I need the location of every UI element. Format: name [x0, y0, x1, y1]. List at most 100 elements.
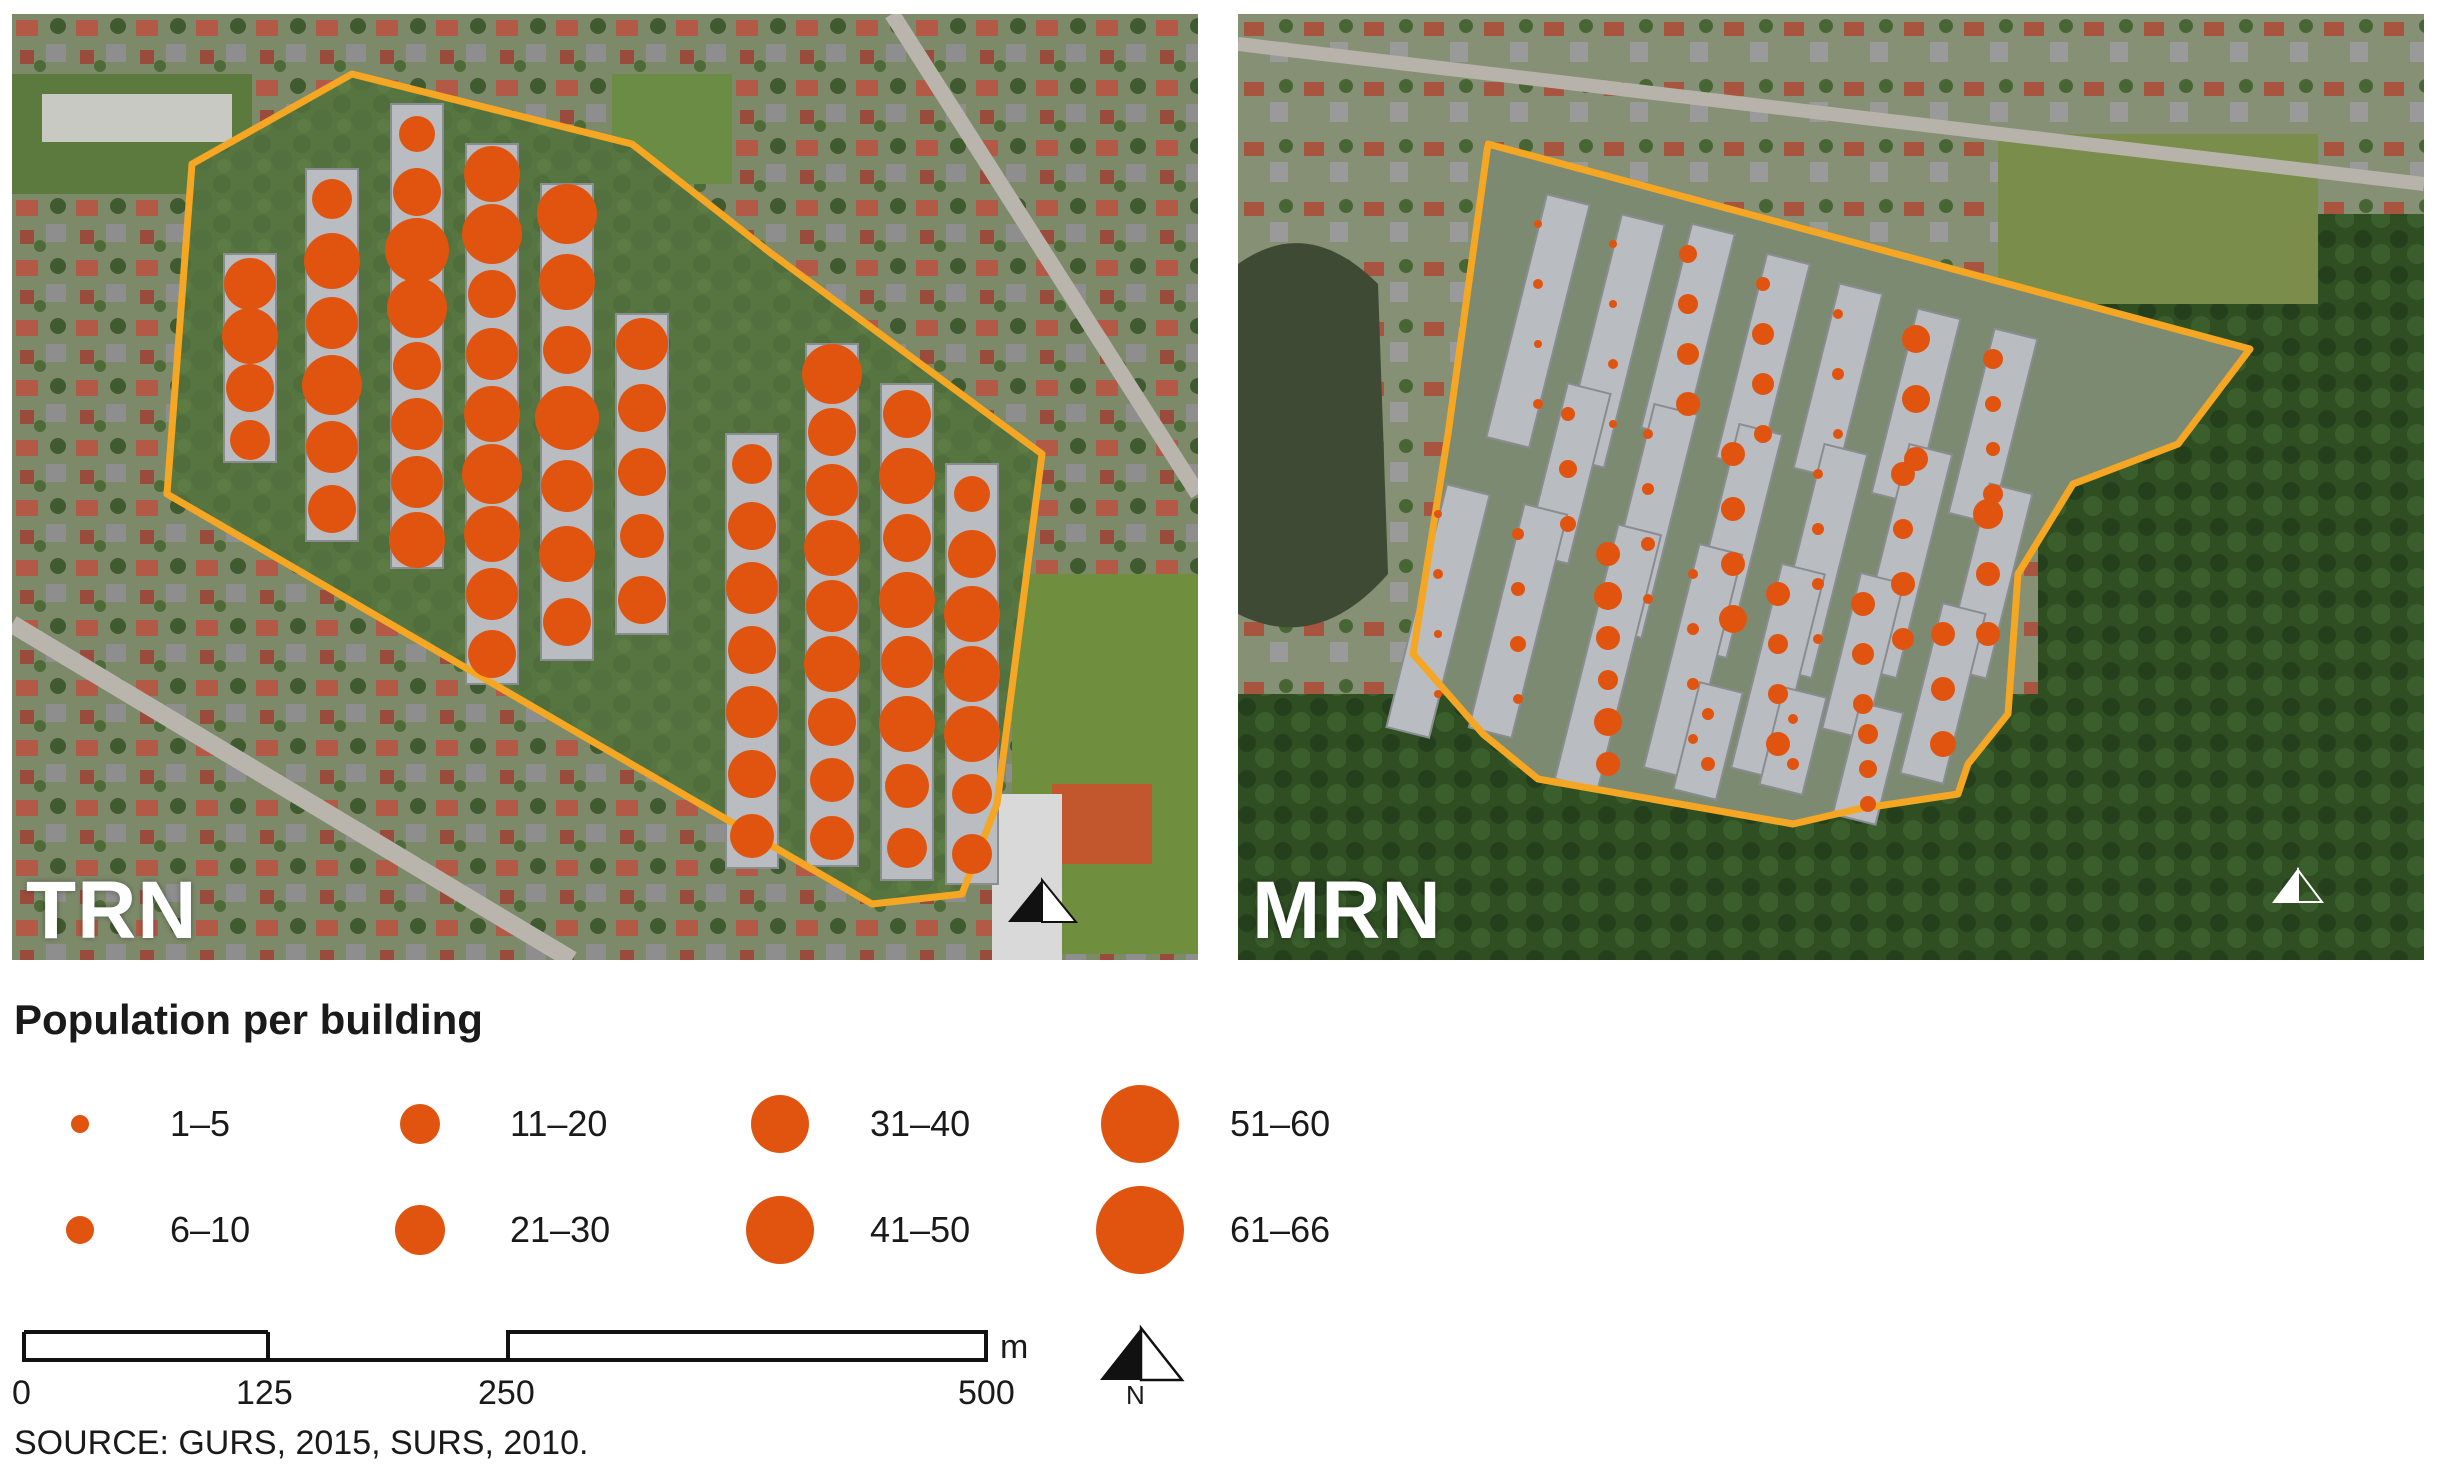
- population-symbol: [1851, 592, 1875, 616]
- population-symbol: [464, 506, 520, 562]
- population-symbol: [1513, 694, 1523, 704]
- population-symbol: [304, 233, 360, 289]
- legend-symbol-circle: [66, 1216, 94, 1244]
- population-symbol: [1533, 399, 1543, 409]
- legend-label: 11–20: [510, 1103, 608, 1144]
- population-symbol: [387, 278, 447, 338]
- population-symbol: [887, 828, 927, 868]
- population-symbol: [1891, 462, 1915, 486]
- population-symbol: [944, 646, 1000, 702]
- building: [1672, 681, 1744, 801]
- population-symbol: [726, 686, 778, 738]
- legend-label: 1–5: [170, 1103, 231, 1144]
- population-symbol: [1766, 732, 1790, 756]
- scale-tick-0: 0: [12, 1374, 31, 1412]
- population-symbol: [1596, 626, 1620, 650]
- population-symbol: [1596, 752, 1620, 776]
- population-symbol: [1609, 240, 1617, 248]
- north-arrow-icon: [1100, 1324, 1185, 1382]
- population-symbol: [954, 476, 990, 512]
- population-symbol: [539, 254, 595, 310]
- population-symbol: [1860, 796, 1876, 812]
- population-symbol: [224, 258, 276, 310]
- building: [1385, 483, 1491, 739]
- population-symbol: [226, 364, 274, 412]
- population-symbol: [222, 308, 278, 364]
- population-symbol: [1768, 634, 1788, 654]
- population-symbol: [885, 764, 929, 808]
- population-symbol: [1788, 714, 1798, 724]
- population-symbol: [806, 580, 858, 632]
- population-symbol: [462, 444, 522, 504]
- population-symbol: [618, 448, 666, 496]
- population-symbol: [539, 526, 595, 582]
- population-symbol: [1931, 677, 1955, 701]
- population-symbol: [1534, 220, 1542, 228]
- population-symbol: [543, 326, 591, 374]
- population-symbol: [1511, 582, 1525, 596]
- population-symbol: [881, 636, 933, 688]
- population-symbol: [1688, 734, 1698, 744]
- legend-item: 21–30: [0, 1195, 2438, 1265]
- scale-bar: [22, 1330, 988, 1362]
- legend-label: 61–66: [1230, 1209, 1331, 1250]
- population-symbol: [883, 514, 931, 562]
- population-symbol: [468, 630, 516, 678]
- population-symbol: [1902, 325, 1930, 353]
- aerial-image-mrn: [1238, 14, 2424, 960]
- population-symbol: [618, 384, 666, 432]
- legend-item: 41–50: [0, 1195, 2438, 1265]
- population-symbol: [728, 750, 776, 798]
- population-symbol: [732, 444, 772, 484]
- population-symbol: [1983, 349, 2003, 369]
- building: [1467, 502, 1569, 740]
- population-symbol: [1434, 690, 1442, 698]
- population-symbol: [1434, 630, 1442, 638]
- population-symbol: [462, 204, 522, 264]
- population-symbol: [1812, 578, 1824, 590]
- legend-symbol-circle: [1096, 1186, 1184, 1274]
- legend-item: 31–40: [0, 1089, 2438, 1159]
- population-symbol: [879, 696, 935, 752]
- scale-unit: m: [1000, 1328, 1029, 1366]
- population-symbol: [948, 530, 996, 578]
- population-symbol: [810, 758, 854, 802]
- population-symbol: [1813, 469, 1823, 479]
- map-panel-trn: TRN: [12, 14, 1198, 960]
- legend-label: 41–50: [870, 1209, 971, 1250]
- legend-symbol-circle: [71, 1115, 89, 1133]
- legend-item: 11–20: [0, 1089, 2438, 1159]
- map-label-mrn: MRN: [1252, 865, 1442, 956]
- population-symbol: [306, 297, 358, 349]
- population-symbol: [1510, 636, 1526, 652]
- legend-label: 6–10: [170, 1209, 251, 1250]
- population-symbol: [543, 598, 591, 646]
- population-symbol: [879, 572, 935, 628]
- population-symbol: [1766, 582, 1790, 606]
- population-symbol: [726, 562, 778, 614]
- population-symbol: [1702, 708, 1714, 720]
- population-symbol: [1608, 359, 1618, 369]
- population-symbol: [1859, 760, 1877, 778]
- population-symbol: [1833, 309, 1843, 319]
- population-symbol: [810, 816, 854, 860]
- population-symbol: [1832, 368, 1844, 380]
- legend-symbol-circle: [400, 1104, 440, 1144]
- population-symbol: [1892, 628, 1914, 650]
- population-symbol: [1833, 429, 1843, 439]
- population-symbol: [1787, 758, 1799, 770]
- population-symbol: [808, 698, 856, 746]
- population-symbol: [1512, 528, 1524, 540]
- building: [1485, 193, 1591, 449]
- population-symbol: [1756, 277, 1770, 291]
- population-symbol: [399, 116, 435, 152]
- legend-label: 31–40: [870, 1103, 971, 1144]
- population-symbol: [1931, 622, 1955, 646]
- population-symbol: [385, 218, 449, 282]
- north-arrow-icon: [1008, 877, 1079, 923]
- population-symbol: [802, 344, 862, 404]
- legend-label: 51–60: [1230, 1103, 1331, 1144]
- aerial-image-trn: [12, 14, 1198, 960]
- population-symbol: [1752, 373, 1774, 395]
- population-symbol: [1679, 245, 1697, 263]
